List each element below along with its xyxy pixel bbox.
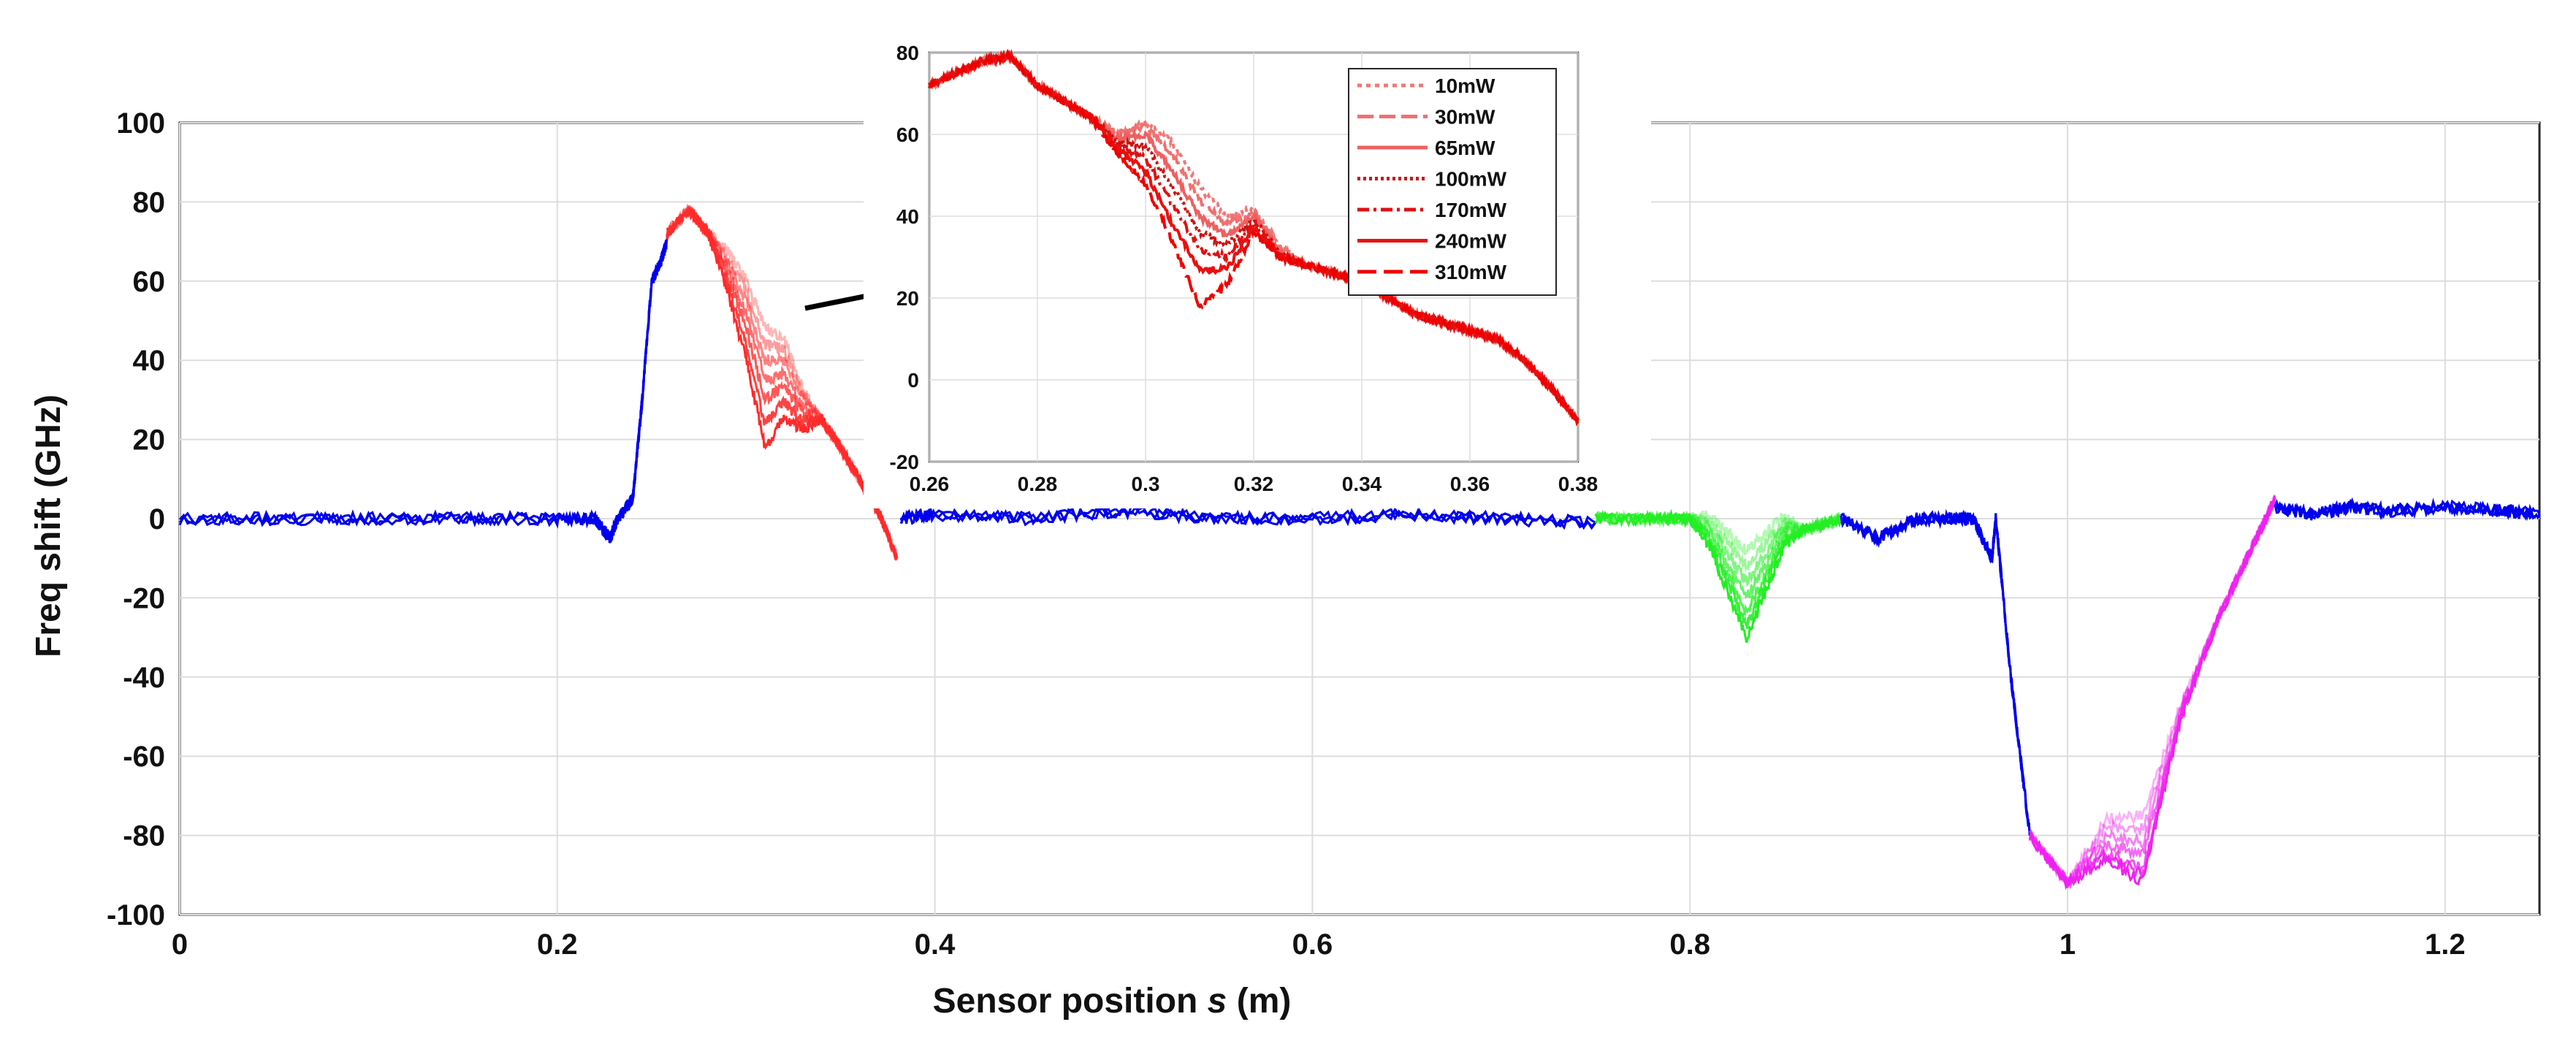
inset-lines <box>928 48 1579 427</box>
main-y-tick-label: 60 <box>133 266 166 298</box>
legend-label-100mW: 100mW <box>1435 168 1507 191</box>
main-series-baseline <box>899 505 1596 530</box>
main-x-tick-label: 0.6 <box>1292 928 1333 961</box>
inset-ticks: 0.26 0.28 0.3 0.32 0.34 0.36 0.38 -20 0 20 40 60 80 <box>890 42 1598 495</box>
inset-y-tick-label: -20 <box>890 451 919 473</box>
main-y-tick-label: 100 <box>116 107 165 140</box>
y-axis-label: Freq shift (GHz) <box>29 394 68 657</box>
legend-label-65mW: 65mW <box>1435 137 1495 159</box>
main-y-tick-label: -100 <box>107 899 165 931</box>
main-x-tick-label: 1.2 <box>2425 928 2466 961</box>
legend-box <box>1348 68 1557 296</box>
main-y-tick-label: -60 <box>123 741 165 773</box>
main-y-tick-label: 0 <box>149 503 165 535</box>
main-y-tick-label: 80 <box>133 186 166 218</box>
inset-y-tick-label: 80 <box>896 42 919 64</box>
inset-y-tick-label: 0 <box>907 369 919 392</box>
main-x-tick-label: 0.2 <box>537 928 578 961</box>
inset-y-tick-label: 20 <box>896 287 919 310</box>
inset-x-tick-label: 0.32 <box>1234 473 1274 495</box>
inset-plot: 0.26 0.28 0.3 0.32 0.34 0.36 0.38-20020406080 … <box>864 31 1651 508</box>
main-series-region1-variant <box>666 205 898 560</box>
main-x-tick-label: 0.8 <box>1669 928 1710 961</box>
main-y-tick-label: 40 <box>133 345 166 377</box>
inset-x-tick-label: 0.26 <box>910 473 950 495</box>
main-series-region2-variant <box>1594 508 1843 644</box>
legend-label-30mW: 30mW <box>1435 106 1495 129</box>
inset-x-tick-label: 0.34 <box>1342 473 1382 495</box>
main-y-tick-label: -40 <box>123 662 165 694</box>
main-ticks: 0 0.2 0.4 0.6 0.8 1 1.2 -100 -80 -60 -40 -20 0 20 40 60… <box>107 107 2466 961</box>
inset-legend: 10mW 30mW 65mW 100mW 170mW 240mW 310mW <box>1348 68 1557 296</box>
main-series-baseline <box>178 240 668 542</box>
main-x-tick-label: 0.4 <box>915 928 956 961</box>
main-series-region3-variant <box>2028 498 2276 890</box>
inset-x-tick-label: 0.36 <box>1450 473 1490 495</box>
main-y-tick-label: -20 <box>123 582 165 614</box>
main-series-baseline <box>2274 497 2541 522</box>
inset-y-tick-label: 40 <box>896 205 919 228</box>
inset-x-tick-label: 0.28 <box>1018 473 1058 495</box>
main-y-tick-label: -80 <box>123 820 165 852</box>
inset-x-tick-label: 0.38 <box>1558 473 1598 495</box>
inset-series-310mW <box>928 48 1579 427</box>
x-axis-label-variable: s <box>1208 982 1227 1021</box>
legend-label-240mW: 240mW <box>1435 230 1507 253</box>
inset-x-tick-label: 0.3 <box>1132 473 1160 495</box>
main-series-baseline <box>1840 512 2031 836</box>
inset-y-tick-label: 60 <box>896 123 919 146</box>
x-axis-label-part-3: (m) <box>1227 982 1291 1021</box>
main-series-baseline <box>899 505 1596 530</box>
main-lines <box>178 203 2541 890</box>
legend-label-170mW: 170mW <box>1435 199 1507 221</box>
main-x-tick-label: 0 <box>172 928 188 961</box>
legend-label-10mW: 10mW <box>1435 75 1495 97</box>
main-y-tick-label: 20 <box>133 424 166 457</box>
x-axis-label-part-1: Sensor position <box>933 982 1208 1021</box>
x-axis-label: Sensor position s (m) <box>933 982 1292 1021</box>
legend-label-310mW: 310mW <box>1435 261 1507 283</box>
main-x-tick-label: 1 <box>2059 928 2076 961</box>
